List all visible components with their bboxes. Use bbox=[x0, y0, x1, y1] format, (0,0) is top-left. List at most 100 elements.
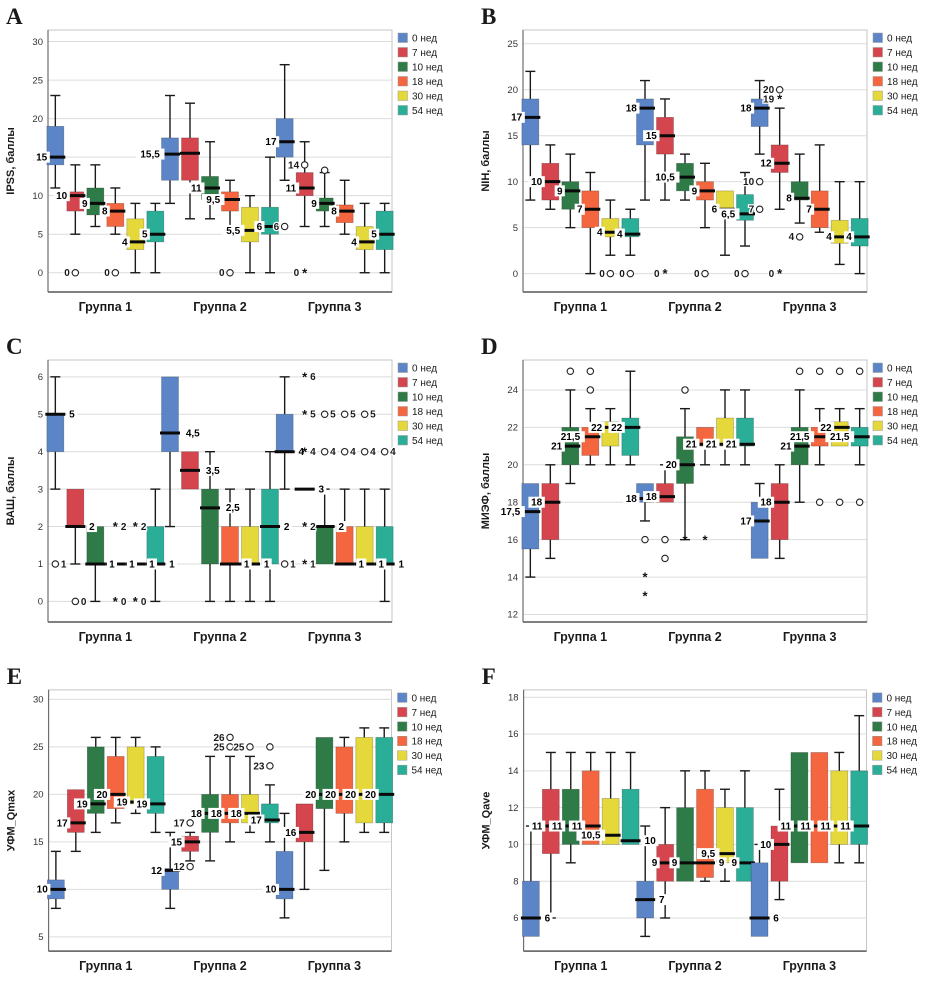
panel-E: 5 10 15 20 25 30 E УФМ_Qmax Группа 1 Группа 2 Груп… bbox=[0, 660, 475, 989]
boxplot-box bbox=[66, 488, 85, 527]
legend-swatch bbox=[872, 391, 883, 402]
x-axis-label: Группа 2 bbox=[668, 630, 722, 644]
boxplot-box bbox=[790, 752, 809, 864]
legend-label: 10 нед bbox=[412, 63, 443, 74]
panel-D: 12 14 16 18 20 22 24 D МИЭФ, баллы Группа 1 Группа… bbox=[475, 330, 950, 665]
median-label: 18 bbox=[211, 809, 223, 820]
median-label-bg bbox=[296, 446, 307, 458]
x-axis-label: Группа 2 bbox=[193, 959, 246, 973]
legend-swatch bbox=[872, 47, 883, 58]
median-label: 6 bbox=[712, 205, 718, 216]
median-label: 8 bbox=[102, 206, 108, 217]
median-label-bg bbox=[34, 883, 51, 895]
outlier-marker-asterisk: * bbox=[302, 407, 308, 422]
x-axis-label: Группа 1 bbox=[554, 630, 608, 644]
panel-B: 0 5 10 15 20 25 B NIH, баллы Группа 1 Группа 2 Гру… bbox=[475, 0, 950, 335]
legend-swatch bbox=[397, 377, 408, 388]
median-label-bg bbox=[770, 912, 782, 924]
median-label: 11 bbox=[191, 183, 202, 194]
median-label: 17 bbox=[251, 815, 263, 826]
y-tick-label: 6 bbox=[38, 372, 43, 383]
median-label-bg bbox=[328, 205, 340, 217]
boxplot-box bbox=[315, 526, 334, 565]
median-label-bg bbox=[623, 492, 640, 504]
outlier-marker-circle bbox=[300, 161, 309, 169]
panel-A-chart: 0 5 10 15 20 25 30 A IPSS, баллы Группа 1 Группа 2… bbox=[5, 4, 443, 314]
boxplot-box bbox=[335, 746, 354, 814]
median-label-bg bbox=[201, 194, 225, 206]
outlier-marker-asterisk: * bbox=[682, 532, 688, 547]
median-label: 4,5 bbox=[186, 428, 200, 439]
outlier-label: 2 bbox=[121, 522, 127, 533]
outlier-marker-asterisk: * bbox=[133, 594, 139, 609]
y-tick-label: 14 bbox=[507, 572, 518, 583]
median-label-bg bbox=[574, 203, 585, 215]
median-label-bg bbox=[302, 788, 319, 800]
y-tick-label: 14 bbox=[508, 766, 519, 777]
legend-swatch bbox=[397, 764, 408, 775]
boxplot-box bbox=[275, 413, 294, 453]
plot-frame bbox=[522, 359, 868, 623]
boxplot-box bbox=[146, 756, 165, 814]
outlier-label: 23 bbox=[253, 761, 265, 772]
median-label: 11 bbox=[572, 821, 583, 832]
median-label: 2,5 bbox=[226, 503, 240, 514]
median-label: 9,5 bbox=[701, 849, 715, 860]
outlier-marker-circle bbox=[855, 367, 864, 375]
legend-swatch bbox=[872, 32, 883, 43]
median-label: 4 bbox=[826, 232, 832, 243]
median-label-bg bbox=[262, 883, 280, 895]
y-tick-label: 0 bbox=[38, 268, 43, 279]
median-label-bg bbox=[221, 502, 245, 514]
x-axis-label: Группа 1 bbox=[79, 300, 133, 314]
median-label-bg bbox=[797, 820, 814, 832]
boxplot-box bbox=[261, 803, 279, 824]
median-label-bg bbox=[817, 820, 834, 832]
outlier-marker-circle bbox=[741, 269, 749, 278]
median-label: 10 bbox=[56, 191, 68, 202]
boxplot-box bbox=[375, 526, 394, 565]
median-label: 10 bbox=[645, 836, 657, 847]
median-label: 3,5 bbox=[206, 466, 220, 477]
panel-B-letter: B bbox=[481, 4, 496, 29]
outlier-label: 1 bbox=[310, 559, 316, 570]
legend-label: 7 нед bbox=[887, 48, 912, 59]
outlier-label: 4 bbox=[350, 447, 356, 458]
y-tick-label: 20 bbox=[507, 460, 518, 471]
median-label-bg bbox=[528, 176, 545, 188]
outlier-marker-asterisk: * bbox=[113, 594, 119, 609]
x-axis-label: Группа 1 bbox=[79, 959, 132, 973]
median-label-bg bbox=[716, 208, 740, 220]
legend-label: 30 нед bbox=[886, 751, 917, 762]
legend-swatch bbox=[872, 61, 883, 72]
legend-label: 54 нед bbox=[886, 766, 917, 777]
outlier-marker-circle bbox=[795, 233, 804, 241]
outlier-label: 0 bbox=[654, 269, 660, 280]
legend-swatch bbox=[397, 435, 408, 446]
legend-label: 0 нед bbox=[886, 693, 911, 704]
legend-swatch bbox=[397, 47, 408, 58]
outlier-label: 6 bbox=[310, 372, 316, 383]
median-label-bg bbox=[757, 157, 775, 169]
panel-F: 6 8 10 12 14 16 18 F УФМ_Qave Группа 1 Группа 2 Гру… bbox=[475, 660, 950, 989]
y-tick-label: 2 bbox=[38, 522, 43, 533]
median-label-bg bbox=[336, 521, 347, 533]
outlier-marker-circle bbox=[681, 386, 689, 394]
outlier-marker-circle bbox=[360, 447, 369, 456]
median-label-bg bbox=[126, 558, 138, 570]
median-label-bg bbox=[93, 788, 111, 800]
median-label-bg bbox=[643, 491, 660, 503]
legend-label: 18 нед bbox=[411, 737, 442, 748]
median-label-bg bbox=[396, 558, 407, 570]
median-label: 22 bbox=[611, 423, 623, 434]
y-tick-label: 5 bbox=[38, 932, 43, 943]
boxplot-box bbox=[275, 851, 294, 900]
legend-label: 7 нед bbox=[412, 48, 437, 59]
legend-swatch bbox=[872, 692, 883, 703]
median-label-bg bbox=[729, 857, 740, 869]
outlier-label: 5 bbox=[350, 410, 356, 421]
outlier-marker-circle bbox=[755, 177, 764, 186]
median-label: 4 bbox=[617, 229, 623, 240]
outlier-marker-circle bbox=[226, 733, 234, 742]
